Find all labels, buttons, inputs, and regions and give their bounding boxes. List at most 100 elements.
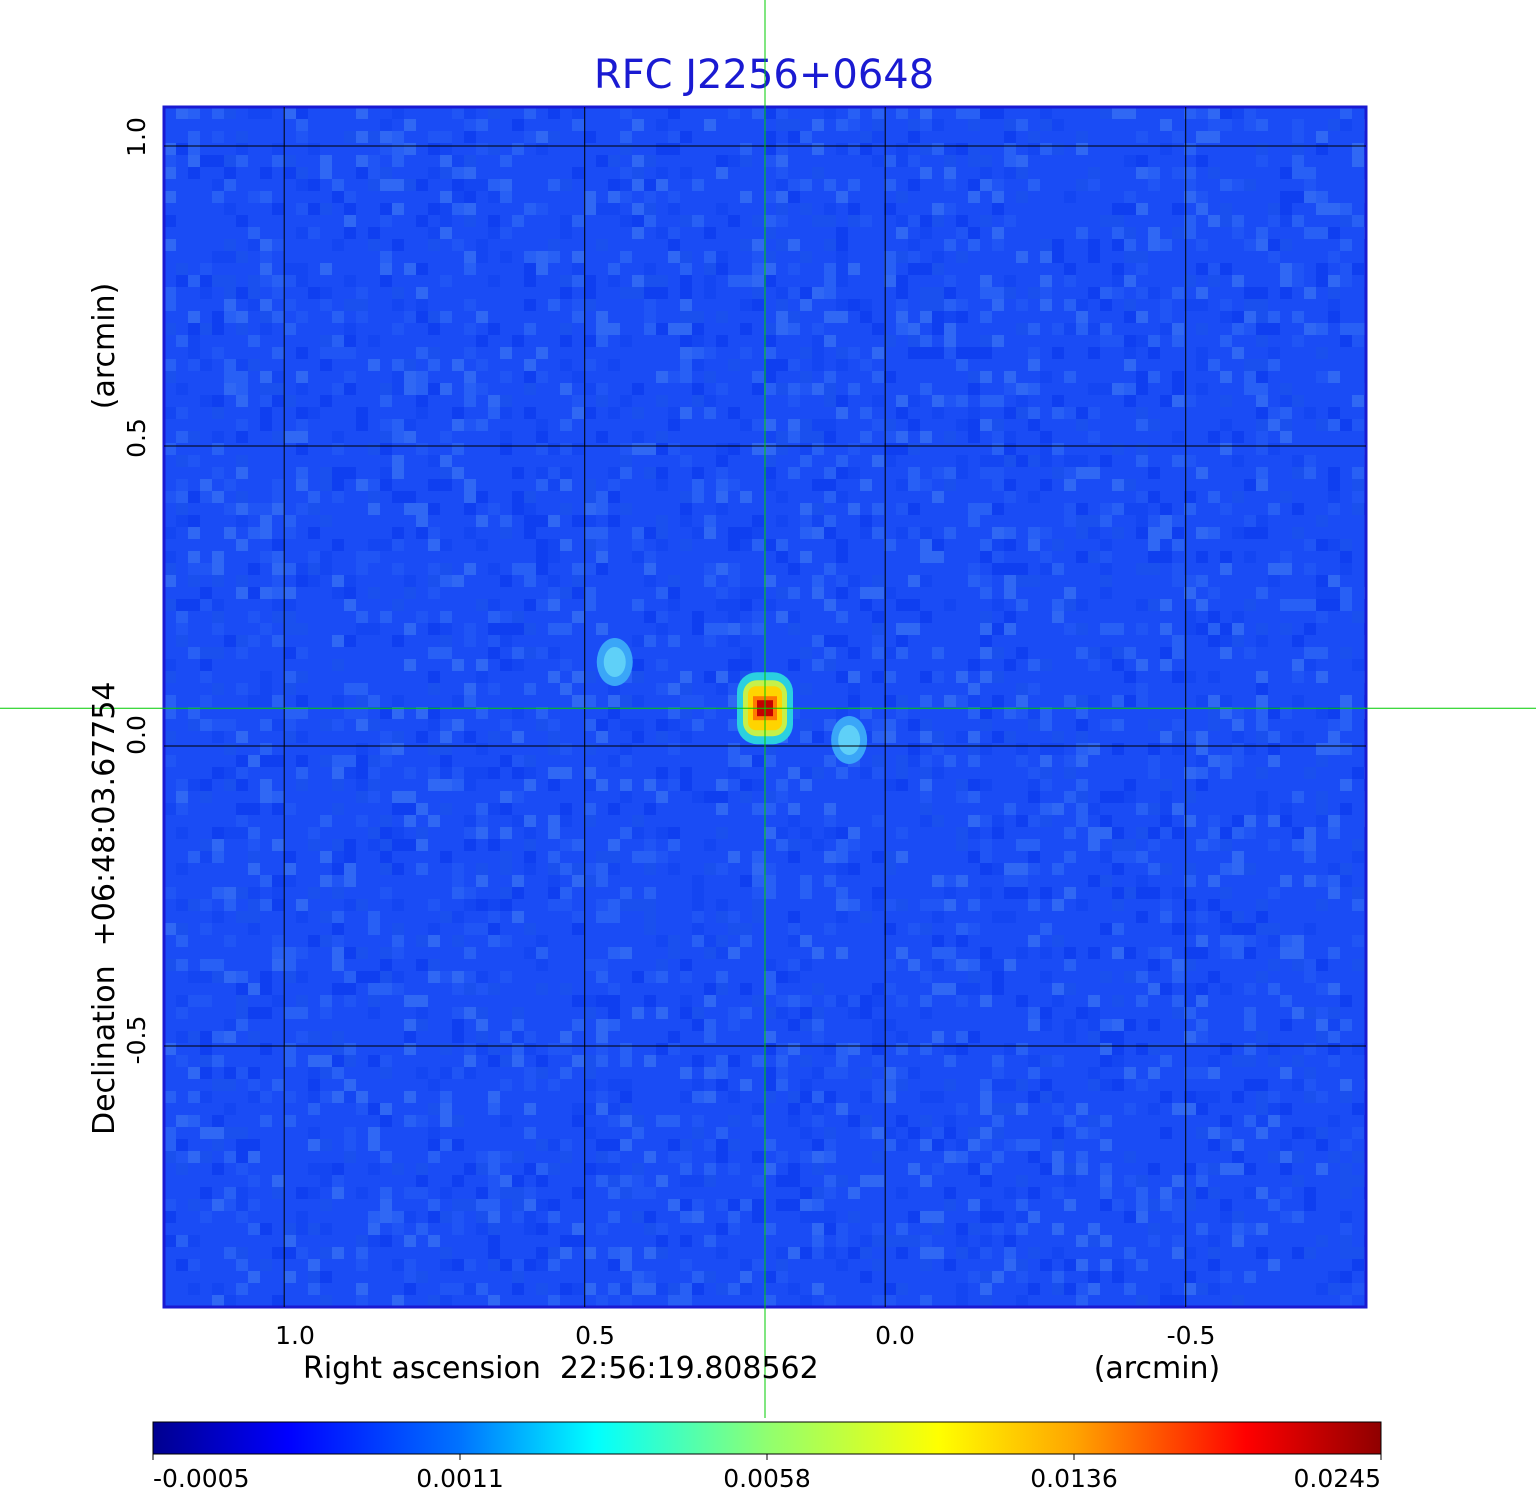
noise-pixel	[704, 1067, 716, 1079]
noise-pixel	[1016, 743, 1028, 755]
noise-pixel	[260, 323, 272, 335]
noise-pixel	[320, 167, 332, 179]
noise-pixel	[656, 659, 668, 671]
noise-pixel	[1196, 107, 1208, 119]
noise-pixel	[428, 143, 440, 155]
noise-pixel	[260, 1091, 272, 1103]
noise-pixel	[1160, 143, 1172, 155]
noise-pixel	[488, 923, 500, 935]
noise-pixel	[440, 383, 452, 395]
noise-pixel	[704, 1091, 716, 1103]
noise-pixel	[548, 239, 560, 251]
noise-pixel	[656, 611, 668, 623]
noise-pixel	[1292, 395, 1304, 407]
noise-pixel	[1004, 563, 1016, 575]
noise-pixel	[620, 1283, 632, 1295]
noise-pixel	[1112, 227, 1124, 239]
noise-pixel	[260, 791, 272, 803]
noise-pixel	[608, 863, 620, 875]
noise-pixel	[464, 191, 476, 203]
noise-pixel	[968, 1139, 980, 1151]
noise-pixel	[1232, 719, 1244, 731]
noise-pixel	[536, 647, 548, 659]
noise-pixel	[1052, 983, 1064, 995]
noise-pixel	[332, 695, 344, 707]
noise-pixel	[176, 1055, 188, 1067]
noise-pixel	[644, 1151, 656, 1163]
noise-pixel	[824, 647, 836, 659]
noise-pixel	[932, 947, 944, 959]
noise-pixel	[296, 947, 308, 959]
noise-pixel	[752, 887, 764, 899]
noise-pixel	[896, 1223, 908, 1235]
noise-pixel	[992, 203, 1004, 215]
noise-pixel	[1268, 887, 1280, 899]
noise-pixel	[1076, 1019, 1088, 1031]
noise-pixel	[1196, 215, 1208, 227]
noise-pixel	[1280, 419, 1292, 431]
noise-pixel	[716, 599, 728, 611]
noise-pixel	[344, 1055, 356, 1067]
noise-pixel	[824, 851, 836, 863]
noise-pixel	[1004, 155, 1016, 167]
noise-pixel	[236, 635, 248, 647]
noise-pixel	[896, 827, 908, 839]
noise-pixel	[548, 443, 560, 455]
noise-pixel	[224, 191, 236, 203]
noise-pixel	[512, 659, 524, 671]
noise-pixel	[728, 671, 740, 683]
noise-pixel	[836, 1223, 848, 1235]
noise-pixel	[968, 347, 980, 359]
noise-pixel	[1160, 1247, 1172, 1259]
noise-pixel	[800, 383, 812, 395]
noise-pixel	[260, 1223, 272, 1235]
noise-pixel	[488, 1295, 500, 1307]
noise-pixel	[656, 635, 668, 647]
noise-pixel	[980, 1079, 992, 1091]
noise-pixel	[620, 695, 632, 707]
noise-pixel	[992, 515, 1004, 527]
noise-pixel	[1124, 395, 1136, 407]
noise-pixel	[872, 323, 884, 335]
noise-pixel	[392, 563, 404, 575]
noise-pixel	[236, 395, 248, 407]
noise-pixel	[512, 1175, 524, 1187]
noise-pixel	[1016, 1259, 1028, 1271]
noise-pixel	[260, 1235, 272, 1247]
noise-pixel	[860, 479, 872, 491]
noise-pixel	[860, 419, 872, 431]
noise-pixel	[608, 899, 620, 911]
noise-pixel	[1316, 1031, 1328, 1043]
noise-pixel	[992, 983, 1004, 995]
noise-pixel	[224, 1127, 236, 1139]
noise-pixel	[1100, 1043, 1112, 1055]
noise-pixel	[1316, 1139, 1328, 1151]
noise-pixel	[1268, 1271, 1280, 1283]
noise-pixel	[752, 875, 764, 887]
noise-pixel	[920, 695, 932, 707]
noise-pixel	[644, 215, 656, 227]
noise-pixel	[944, 599, 956, 611]
noise-pixel	[1220, 311, 1232, 323]
noise-pixel	[608, 695, 620, 707]
noise-pixel	[248, 863, 260, 875]
noise-pixel	[1076, 767, 1088, 779]
noise-pixel	[1100, 587, 1112, 599]
noise-pixel	[344, 971, 356, 983]
noise-pixel	[416, 1007, 428, 1019]
noise-pixel	[848, 119, 860, 131]
noise-pixel	[512, 1055, 524, 1067]
noise-pixel	[596, 1235, 608, 1247]
noise-pixel	[1196, 203, 1208, 215]
noise-pixel	[620, 779, 632, 791]
noise-pixel	[584, 743, 596, 755]
noise-pixel	[356, 107, 368, 119]
noise-pixel	[164, 1091, 176, 1103]
noise-pixel	[356, 767, 368, 779]
noise-pixel	[284, 707, 296, 719]
noise-pixel	[1028, 455, 1040, 467]
noise-pixel	[596, 431, 608, 443]
noise-pixel	[944, 1127, 956, 1139]
noise-pixel	[344, 1163, 356, 1175]
noise-pixel	[512, 119, 524, 131]
